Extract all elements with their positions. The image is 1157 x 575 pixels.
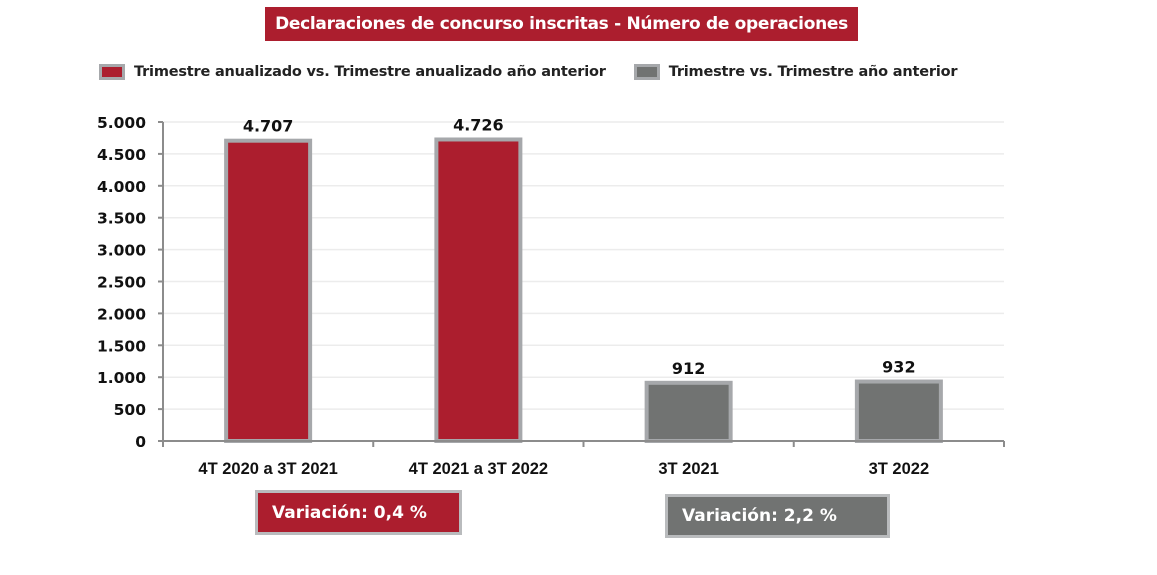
legend-swatch-quarterly xyxy=(633,64,660,80)
x-tick-label: 4T 2021 a 3T 2022 xyxy=(409,460,548,478)
bar xyxy=(434,137,523,443)
bar xyxy=(224,138,313,444)
x-tick-label: 4T 2020 a 3T 2021 xyxy=(198,460,337,478)
x-tick-label: 3T 2022 xyxy=(869,460,930,478)
x-tick-labels: 4T 2020 a 3T 2021 4T 2021 a 3T 2022 3T 202… xyxy=(198,460,929,478)
y-tick-label: 1.000 xyxy=(97,369,146,387)
legend: Trimestre anualizado vs. Trimestre anual… xyxy=(99,60,985,84)
bar xyxy=(644,380,733,443)
legend-item-annualized: Trimestre anualizado vs. Trimestre anual… xyxy=(99,64,606,80)
legend-swatch-annualized xyxy=(99,64,125,80)
y-tick-label: 1.500 xyxy=(97,337,146,355)
legend-item-quarterly: Trimestre vs. Trimestre año anterior xyxy=(633,64,958,80)
data-label: 932 xyxy=(882,358,915,377)
y-tick-labels: 0 500 1.000 1.500 2.000 2.500 3.000 3.500 4.000 4… xyxy=(97,114,146,451)
y-tick-label: 0 xyxy=(135,433,146,451)
y-tick-label: 3.000 xyxy=(97,242,146,260)
chart-title: Declaraciones de concurso inscritas - Nú… xyxy=(265,7,858,41)
y-tick-label: 2.000 xyxy=(97,305,146,323)
data-label: 4.726 xyxy=(453,115,504,134)
legend-label-annualized: Trimestre anualizado vs. Trimestre anual… xyxy=(134,64,606,80)
y-tick-label: 2.500 xyxy=(97,274,146,292)
variation-quarterly-badge: Variación: 2,2 % xyxy=(665,494,890,538)
x-tick-label: 3T 2021 xyxy=(658,460,719,478)
bars xyxy=(224,137,943,444)
y-tick-label: 500 xyxy=(114,401,147,419)
data-label: 4.707 xyxy=(243,117,294,136)
legend-label-quarterly: Trimestre vs. Trimestre año anterior xyxy=(668,64,958,80)
variation-annualized-badge: Variación: 0,4 % xyxy=(255,490,462,535)
y-tick-label: 5.000 xyxy=(97,114,146,132)
y-tick-label: 3.500 xyxy=(97,210,146,228)
data-labels: 4.707 4.726 912 932 xyxy=(243,115,916,377)
bar xyxy=(854,379,943,443)
y-tick-label: 4.000 xyxy=(97,178,146,196)
axes xyxy=(158,121,1005,447)
y-tick-label: 4.500 xyxy=(97,146,146,164)
data-label: 912 xyxy=(672,359,705,378)
